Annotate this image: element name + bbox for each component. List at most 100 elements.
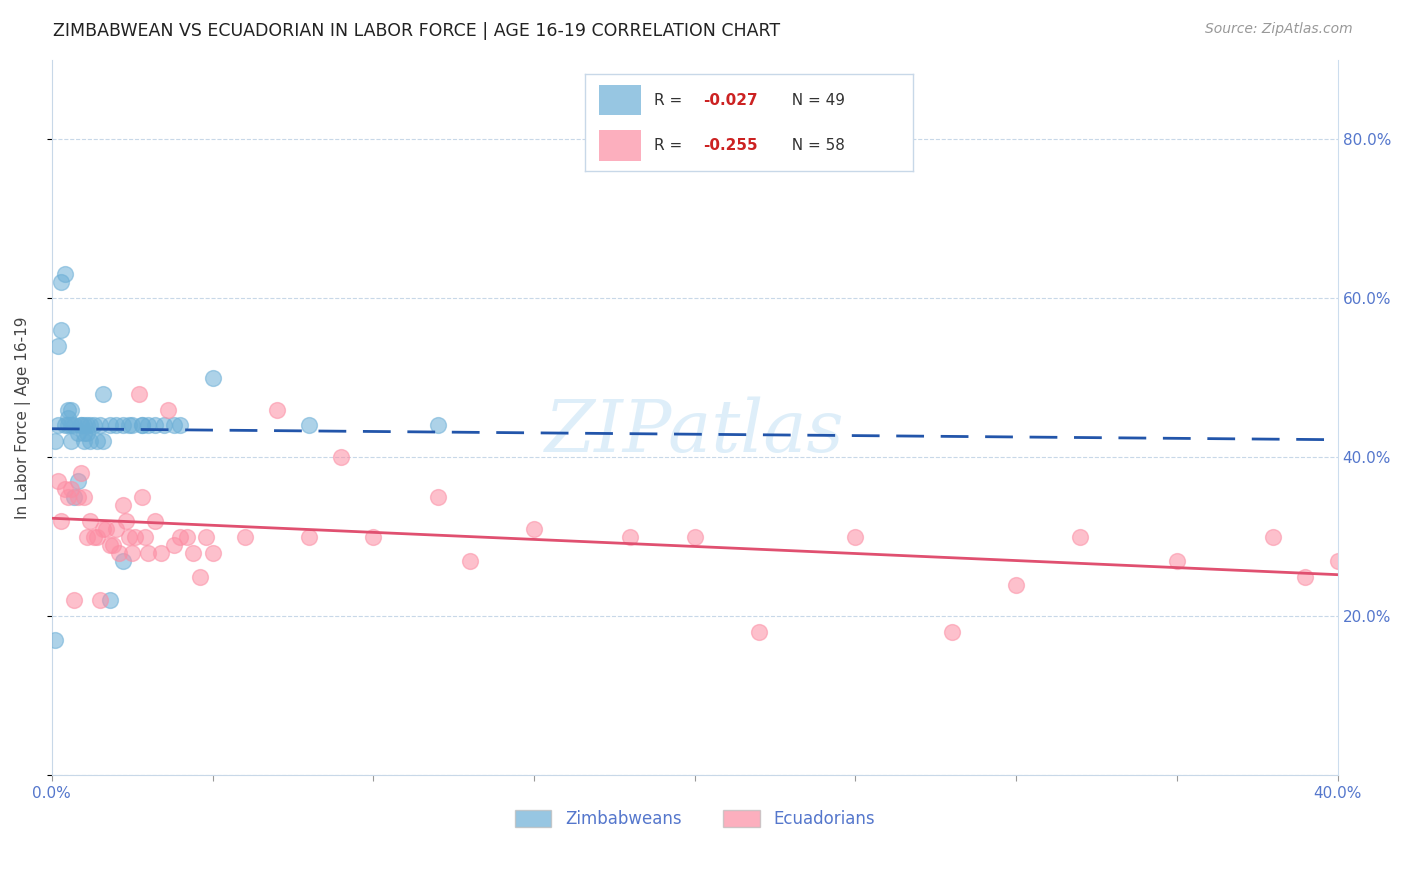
Legend: Zimbabweans, Ecuadorians: Zimbabweans, Ecuadorians [508, 804, 882, 835]
Point [111, 418, 134, 433]
Point [101, 538, 124, 552]
Point [60, 402, 83, 417]
Point [86, 434, 108, 449]
Point [66, 490, 89, 504]
Point [46, 339, 69, 353]
Point [69, 467, 91, 481]
Point [298, 530, 321, 544]
Point [63, 418, 86, 433]
Point [1326, 554, 1348, 568]
Point [56, 490, 79, 504]
Point [91, 434, 114, 449]
Point [131, 418, 153, 433]
Point [108, 546, 131, 560]
Point [683, 530, 706, 544]
Point [118, 530, 141, 544]
Point [46, 418, 69, 433]
Point [188, 569, 211, 583]
Point [73, 418, 96, 433]
Point [66, 426, 89, 441]
Point [73, 426, 96, 441]
Point [153, 418, 176, 433]
Point [60, 482, 83, 496]
Point [1069, 530, 1091, 544]
Point [56, 410, 79, 425]
Point [941, 625, 963, 640]
Point [98, 538, 121, 552]
Point [523, 522, 546, 536]
Point [361, 530, 384, 544]
Point [181, 546, 204, 560]
Point [195, 530, 218, 544]
Point [60, 418, 83, 433]
Point [156, 402, 179, 417]
Point [105, 418, 128, 433]
Point [1166, 554, 1188, 568]
Point [163, 418, 186, 433]
Point [69, 418, 91, 433]
Point [330, 450, 353, 465]
Point [111, 498, 134, 512]
Point [91, 386, 114, 401]
Point [86, 530, 108, 544]
Point [76, 418, 98, 433]
Point [46, 474, 69, 488]
Point [66, 474, 89, 488]
Point [150, 546, 173, 560]
Point [56, 402, 79, 417]
Text: Source: ZipAtlas.com: Source: ZipAtlas.com [1205, 22, 1353, 37]
Point [114, 514, 136, 528]
Point [163, 538, 186, 552]
Point [73, 434, 96, 449]
Point [131, 418, 153, 433]
Point [844, 530, 866, 544]
Point [51, 276, 73, 290]
Point [44, 434, 66, 449]
Point [53, 482, 76, 496]
Point [53, 418, 76, 433]
Point [136, 418, 159, 433]
Point [76, 426, 98, 441]
Point [76, 530, 98, 544]
Point [69, 418, 91, 433]
Point [105, 522, 128, 536]
Point [201, 371, 224, 385]
Point [169, 418, 191, 433]
Point [56, 418, 79, 433]
Point [201, 546, 224, 560]
Point [121, 546, 143, 560]
Point [143, 418, 166, 433]
Point [748, 625, 770, 640]
Point [124, 530, 146, 544]
Point [89, 418, 111, 433]
Point [131, 490, 153, 504]
Point [96, 522, 118, 536]
Point [53, 268, 76, 282]
Point [98, 593, 121, 607]
Point [91, 522, 114, 536]
Point [1263, 530, 1285, 544]
Text: ZIMBABWEAN VS ECUADORIAN IN LABOR FORCE | AGE 16-19 CORRELATION CHART: ZIMBABWEAN VS ECUADORIAN IN LABOR FORCE … [53, 22, 780, 40]
Point [619, 530, 641, 544]
Point [63, 593, 86, 607]
Point [298, 418, 321, 433]
Point [1295, 569, 1317, 583]
Point [79, 418, 101, 433]
Point [44, 633, 66, 648]
Point [1005, 577, 1028, 591]
Point [79, 514, 101, 528]
Point [169, 530, 191, 544]
Point [79, 434, 101, 449]
Point [128, 386, 150, 401]
Point [60, 434, 83, 449]
Point [426, 490, 449, 504]
Point [111, 554, 134, 568]
Point [143, 514, 166, 528]
Y-axis label: In Labor Force | Age 16-19: In Labor Force | Age 16-19 [15, 317, 31, 519]
Point [63, 490, 86, 504]
Point [118, 418, 141, 433]
Point [98, 418, 121, 433]
Point [134, 530, 156, 544]
Point [51, 323, 73, 337]
Point [136, 546, 159, 560]
